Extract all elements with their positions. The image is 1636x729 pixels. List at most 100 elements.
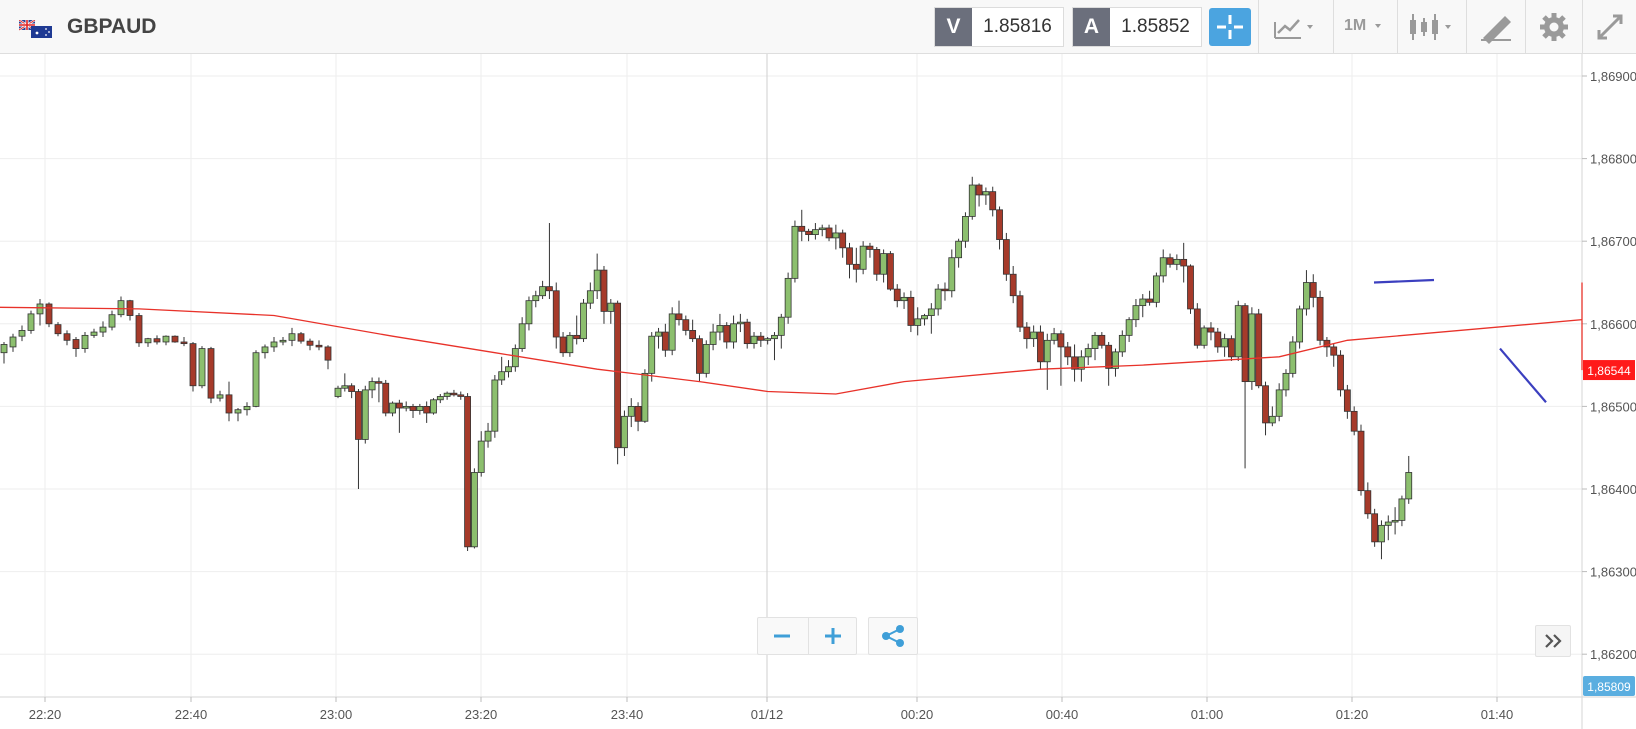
indicators-button[interactable]	[1397, 0, 1466, 54]
candle-body	[270, 341, 278, 348]
chart-type-button[interactable]	[1258, 0, 1333, 54]
drawing-tools-button[interactable]	[1466, 0, 1525, 54]
candle-body	[1159, 257, 1167, 277]
candle-body	[1064, 346, 1072, 358]
candle-body	[750, 335, 758, 345]
candle-body	[689, 330, 697, 340]
candle-body	[682, 319, 690, 331]
candle-body	[18, 330, 26, 337]
last-price-badge	[1583, 676, 1635, 696]
candle-body	[423, 405, 431, 414]
candle-body	[1228, 338, 1235, 358]
scroll-to-latest-button[interactable]	[1535, 625, 1571, 657]
candle-body	[1268, 415, 1276, 424]
candle-body	[1139, 298, 1147, 307]
candle-body	[234, 409, 242, 414]
candle-body	[805, 230, 812, 235]
last-price-label: 1,85809	[1587, 680, 1631, 694]
candle-body	[389, 402, 396, 414]
candle-body	[736, 321, 744, 325]
candle-body	[288, 333, 296, 341]
candle-body	[409, 405, 417, 411]
fullscreen-button[interactable]	[1582, 0, 1636, 54]
candle-body	[743, 321, 751, 345]
candle-body	[171, 335, 179, 343]
double-chevron-right-icon	[1545, 634, 1562, 648]
candle-body	[505, 366, 512, 373]
share-button[interactable]	[868, 617, 918, 655]
candle-body	[887, 253, 894, 290]
candle-body	[1337, 354, 1344, 391]
candle-body	[225, 394, 233, 414]
candle-body	[1057, 333, 1065, 348]
candle-body	[63, 333, 71, 341]
trend-line-drawing	[1373, 278, 1435, 284]
trend-line-drawing	[1499, 347, 1547, 403]
candle-body	[573, 334, 581, 340]
candle-body	[771, 334, 778, 340]
settings-button[interactable]	[1525, 0, 1582, 54]
candle-body	[518, 323, 526, 349]
candle-body	[1084, 348, 1092, 358]
time-tick-label: 23:20	[465, 707, 498, 722]
candle-body	[341, 385, 349, 389]
candle-body	[1296, 308, 1304, 343]
plus-icon	[825, 628, 841, 644]
candle-body	[361, 389, 369, 440]
candle-body	[1200, 327, 1208, 346]
crosshair-button[interactable]	[1209, 8, 1251, 46]
ask-tag: A	[1073, 8, 1110, 46]
candle-body	[1303, 282, 1310, 310]
candle-body	[586, 290, 594, 304]
candle-body	[866, 245, 874, 250]
price-tick-label: 1,86200	[1590, 647, 1636, 662]
zoom-in-button[interactable]	[808, 618, 857, 654]
candle-body	[402, 405, 410, 409]
toolbar: GBPAUD V 1.85816 A 1.85852 1M	[0, 0, 1636, 54]
time-tick-label: 01/12	[751, 707, 784, 722]
candle-body	[1405, 472, 1413, 500]
candle-body	[315, 344, 323, 348]
current-price-label: 1,86544	[1587, 364, 1631, 378]
candle-body	[907, 296, 915, 326]
candle-body	[1071, 356, 1078, 370]
candle-body	[1241, 305, 1249, 383]
candle-body	[1166, 257, 1174, 265]
time-tick-label: 22:40	[175, 707, 208, 722]
candle-body	[54, 324, 62, 335]
candle-body	[1398, 498, 1406, 521]
candle-body	[1255, 313, 1263, 387]
candle-body	[1309, 282, 1317, 298]
zoom-out-button[interactable]	[758, 618, 806, 654]
candle-body	[334, 387, 342, 397]
candle-body	[1016, 295, 1024, 328]
candle-body	[9, 336, 17, 348]
candle-body	[702, 344, 710, 374]
candle-body	[593, 269, 601, 292]
share-icon	[882, 625, 904, 647]
candle-body	[675, 313, 683, 321]
candle-body	[539, 286, 546, 297]
candle-body	[975, 184, 983, 196]
candle-body	[135, 315, 143, 344]
candle-body	[1030, 331, 1038, 340]
candle-body	[1050, 333, 1058, 341]
candle-body	[546, 286, 553, 292]
time-tick-label: 01:20	[1336, 707, 1369, 722]
candle-body	[948, 257, 956, 292]
candle-body	[117, 300, 125, 316]
time-tick-label: 01:00	[1191, 707, 1224, 722]
candle-body	[552, 290, 560, 338]
candle-body	[559, 336, 567, 354]
ask-price-box[interactable]: A 1.85852	[1072, 7, 1202, 47]
price-chart[interactable]: 1,86900 1,86800 1,86700 1,86600 1,86500 1,864…	[0, 54, 1636, 729]
candle-body	[757, 335, 765, 341]
timeframe-dropdown[interactable]: 1M	[1333, 0, 1397, 54]
bid-price-box[interactable]: V 1.85816	[934, 7, 1064, 47]
candle-body	[941, 288, 949, 292]
candle-body	[812, 229, 819, 235]
candle-body	[1132, 305, 1140, 321]
candle-body	[126, 300, 134, 316]
candle-body	[1234, 305, 1242, 358]
candle-body	[661, 331, 669, 351]
